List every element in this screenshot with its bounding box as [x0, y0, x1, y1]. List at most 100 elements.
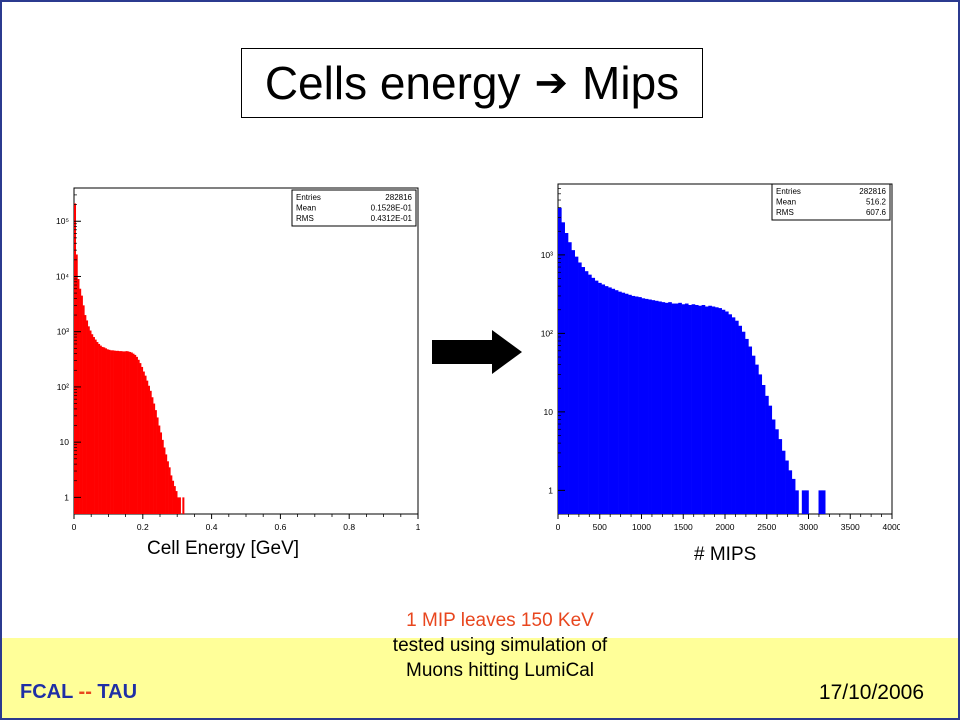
histogram-bar	[628, 294, 632, 514]
histogram-bar	[608, 287, 612, 514]
histogram-bar	[160, 432, 163, 514]
note-line-1: 1 MIP leaves 150 KeV	[406, 610, 594, 631]
histogram-bar	[688, 304, 692, 514]
y-tick-label: 10³	[541, 250, 553, 260]
histogram-bar	[163, 447, 166, 514]
y-tick-label: 10	[60, 437, 70, 447]
y-tick-label: 10³	[57, 327, 69, 337]
histogram-bar	[108, 349, 111, 514]
histogram-bar	[668, 302, 672, 514]
y-tick-label: 1	[64, 492, 69, 502]
histogram-bar	[714, 307, 719, 514]
histogram-bar	[658, 301, 662, 514]
histogram-bar	[110, 350, 113, 514]
histogram-bar	[684, 303, 689, 514]
histogram-bar	[604, 286, 609, 514]
histogram-bar	[634, 296, 639, 514]
histogram-bar	[75, 254, 78, 514]
stats-box	[291, 189, 417, 227]
histogram-bar	[168, 467, 171, 514]
histogram-bar	[781, 450, 786, 514]
mip-note: 1 MIP leaves 150 KeV tested using simula…	[300, 608, 700, 683]
histogram-bar	[79, 288, 82, 514]
histogram-bar	[751, 355, 756, 514]
histogram-bar	[735, 320, 739, 514]
histogram-bar	[144, 375, 147, 514]
x-tick-label: 0	[72, 522, 77, 530]
histogram-bar	[113, 350, 116, 514]
x-tick-label: 2000	[716, 522, 735, 530]
stats-label: Mean	[296, 204, 316, 213]
histogram-bar	[701, 304, 706, 514]
stats-label: Entries	[296, 193, 321, 202]
x-tick-label: 4000	[883, 522, 900, 530]
stats-value: 0.1528E-01	[371, 204, 413, 213]
histogram-bar	[698, 305, 702, 514]
histogram-bar	[621, 292, 626, 514]
histogram-bar	[674, 303, 679, 514]
histogram-bar	[678, 302, 682, 514]
footer-organization: FCAL -- TAU	[20, 681, 137, 704]
histogram-bar	[82, 305, 85, 514]
histogram-bar	[115, 350, 118, 514]
histogram-bar	[648, 299, 652, 514]
histogram-bar	[768, 405, 773, 514]
histogram-bar	[96, 342, 99, 514]
histogram-bar	[821, 490, 826, 514]
histogram-bar	[103, 347, 106, 514]
histogram-bar	[561, 222, 565, 514]
histogram-bar	[141, 366, 144, 514]
x-tick-label: 1500	[674, 522, 693, 530]
histogram-bar	[91, 334, 94, 514]
stats-label: Entries	[776, 187, 801, 196]
y-tick-label: 1	[548, 485, 553, 495]
stats-label: Mean	[776, 198, 796, 207]
histogram-bar	[98, 343, 101, 514]
histogram-bar	[175, 491, 178, 514]
histogram-bar	[624, 293, 629, 514]
footer-date: 17/10/2006	[818, 681, 924, 704]
histogram-bar	[74, 203, 77, 514]
histogram-bar	[795, 490, 799, 514]
histogram-bar	[771, 419, 776, 514]
histogram-bar	[568, 242, 572, 514]
histogram-bar	[89, 330, 92, 514]
mips-histogram: 0 500 1000 1500 2000 2500 3000 3500 4000 1 10 10² 10…	[541, 183, 900, 530]
histogram-bar	[614, 290, 619, 514]
histogram-bar	[588, 274, 592, 514]
histogram-bar	[664, 302, 669, 514]
histogram-bar	[618, 291, 622, 514]
histogram-bar	[788, 470, 793, 514]
note-line-3: Muons hitting LumiCal	[406, 660, 594, 681]
histogram-bar	[765, 395, 769, 514]
stats-box	[771, 183, 891, 221]
histogram-bar	[651, 300, 656, 514]
histogram-bar	[738, 325, 742, 514]
histogram-bar	[571, 250, 575, 514]
histogram-bar	[149, 390, 152, 514]
histogram-bar	[728, 314, 732, 514]
histogram-bar	[178, 497, 181, 514]
histogram-bar	[791, 478, 796, 514]
histogram-bar	[581, 267, 586, 514]
stats-label: RMS	[776, 208, 794, 217]
histogram-bar	[134, 354, 137, 514]
x-tick-label: 500	[593, 522, 607, 530]
stats-value: 282816	[859, 187, 886, 196]
histogram-bar	[132, 353, 135, 514]
histogram-bar	[755, 364, 759, 514]
histogram-bar	[694, 304, 699, 514]
histogram-bar	[818, 490, 823, 514]
histogram-bar	[92, 337, 95, 514]
histogram-bar	[129, 351, 132, 514]
histogram-bar	[631, 295, 636, 514]
y-tick-label: 10²	[57, 382, 69, 392]
y-tick-label: 10⁴	[56, 271, 69, 281]
histogram-bar	[147, 385, 150, 514]
histogram-bar	[154, 410, 157, 514]
histogram-bar	[170, 475, 173, 514]
x-tick-label: 0.2	[137, 522, 149, 530]
histogram-bar	[691, 304, 696, 514]
histogram-bar	[106, 349, 109, 514]
histogram-bar	[584, 271, 589, 514]
